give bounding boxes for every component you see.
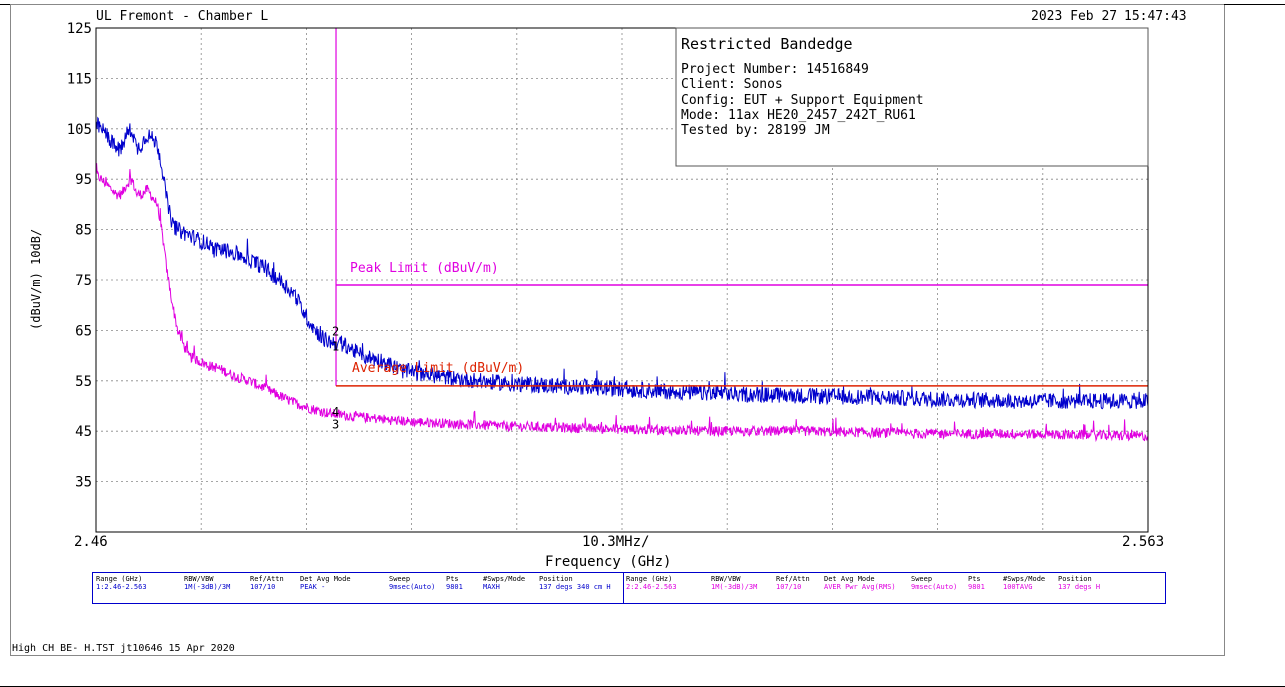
swps-header: #Swps/Mode <box>483 575 526 583</box>
info-box: Restricted Bandedge Project Number: 1451… <box>675 27 1149 167</box>
y-tick-label: 115 <box>67 71 92 87</box>
position-value: 137 degs 340 cm H <box>539 583 611 591</box>
y-tick-label: 95 <box>75 172 92 188</box>
trace2-settings: Range (GHz) 2:2.46-2.563 RBW/VBW 1M(-3dB)/… <box>626 575 1161 601</box>
pts-value: 9801 <box>968 583 985 591</box>
sweep-settings-table: Range (GHz) 1:2.46-2.563 RBW/VBW 1M(-3dB)/… <box>92 572 1166 604</box>
info-line-client: Client: Sonos <box>681 77 783 92</box>
y-tick-label: 75 <box>75 273 92 289</box>
limit-layer <box>335 28 1148 387</box>
info-line-mode: Mode: 11ax HE20_2457_242T_RU61 <box>681 108 916 123</box>
y-tick-label: 65 <box>75 323 92 339</box>
det-value: AVER Pwr Avg(RMS) <box>824 583 896 591</box>
trace-layer <box>95 116 1149 443</box>
peak-limit-label: Peak Limit (dBuV/m) <box>350 261 499 276</box>
y-tick-labels: 125 115 105 95 85 75 65 55 45 35 <box>67 21 92 491</box>
y-tick-label: 45 <box>75 424 92 440</box>
ref-value: 107/10 <box>250 583 276 591</box>
det-header: Det Avg Mode <box>300 575 351 583</box>
trace1-settings: Range (GHz) 1:2.46-2.563 RBW/VBW 1M(-3dB)/… <box>96 575 621 601</box>
sweep-header: Sweep <box>389 575 411 583</box>
rbw-value: 1M(-3dB)/3M <box>711 583 758 591</box>
position-header: Position <box>539 575 573 583</box>
swps-value: MAXH <box>483 583 500 591</box>
file-footer: High CH BE- H.TST jt10646 15 Apr 2020 <box>12 643 235 654</box>
x-tick-start: 2.46 <box>74 534 108 550</box>
range-value: 1:2.46-2.563 <box>96 583 147 591</box>
det-value: PEAK - <box>300 583 326 591</box>
x-axis-label: Frequency (GHz) <box>545 554 671 570</box>
y-tick-label: 85 <box>75 223 92 239</box>
rbw-value: 1M(-3dB)/3M <box>184 583 231 591</box>
y-axis-label: (dBuV/m) 10dB/ <box>29 229 43 330</box>
marker-label: 4 <box>332 405 339 419</box>
pts-header: Pts <box>968 575 981 583</box>
info-line-config: Config: EUT + Support Equipment <box>681 93 924 108</box>
ref-value: 107/10 <box>776 583 802 591</box>
range-header: Range (GHz) <box>626 575 673 583</box>
marker-label: 3 <box>332 418 339 432</box>
info-line-project: Project Number: 14516849 <box>681 62 869 77</box>
rbw-header: RBW/VBW <box>711 575 741 583</box>
average-limit-label: Average Limit (dBuV/m) <box>352 361 524 376</box>
average-trace <box>95 163 1149 443</box>
swps-header: #Swps/Mode <box>1003 575 1046 583</box>
sweep-value: 9msec(Auto) <box>911 583 958 591</box>
sweep-value: 9msec(Auto) <box>389 583 436 591</box>
y-tick-label: 125 <box>67 21 92 37</box>
pts-header: Pts <box>446 575 459 583</box>
plot-border <box>95 27 1149 533</box>
range-value: 2:2.46-2.563 <box>626 583 677 591</box>
marker-label: 1 <box>332 340 339 354</box>
pts-value: 9801 <box>446 583 463 591</box>
x-tick-center: 10.3MHz/ <box>582 534 649 550</box>
settings-divider <box>623 573 624 603</box>
edge-line <box>0 4 10 5</box>
sweep-header: Sweep <box>911 575 933 583</box>
y-tick-label: 105 <box>67 122 92 138</box>
info-box-title: Restricted Bandedge <box>681 35 853 53</box>
peak-trace <box>95 116 1149 410</box>
position-value: 137 degs H <box>1058 583 1101 591</box>
marker-labels: 2 1 43 <box>332 324 339 431</box>
x-tick-end: 2.563 <box>1122 534 1164 550</box>
range-header: Range (GHz) <box>96 575 143 583</box>
swps-value: 100TAVG <box>1003 583 1033 591</box>
y-tick-label: 35 <box>75 475 92 491</box>
info-line-tester: Tested by: 28199 JM <box>681 123 830 138</box>
position-header: Position <box>1058 575 1092 583</box>
outer-frame <box>10 4 1225 656</box>
det-header: Det Avg Mode <box>824 575 875 583</box>
ref-header: Ref/Attn <box>776 575 810 583</box>
rbw-header: RBW/VBW <box>184 575 214 583</box>
marker-label: 2 <box>332 324 339 338</box>
y-tick-label: 55 <box>75 374 92 390</box>
test-time: 15:47:43 <box>1124 9 1187 24</box>
test-date: 2023 Feb 27 <box>1031 9 1117 24</box>
edge-line <box>1224 4 1285 5</box>
ref-header: Ref/Attn <box>250 575 284 583</box>
chamber-title: UL Fremont - Chamber L <box>96 9 268 24</box>
